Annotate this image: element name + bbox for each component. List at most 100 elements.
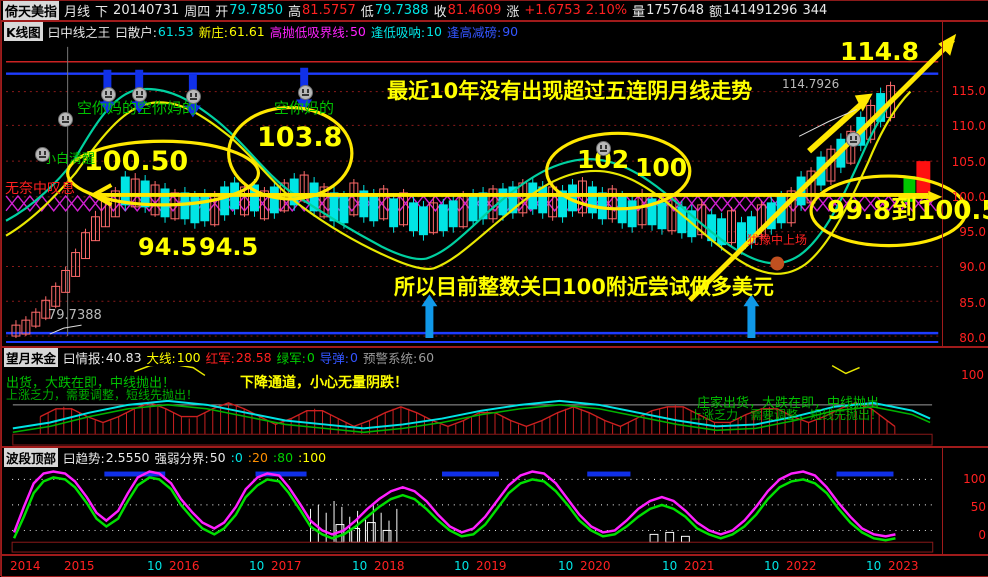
price-tick-90: 90.0 <box>959 260 986 274</box>
bot-item-1-label: 强弱分界: <box>154 450 209 466</box>
mid-indicator-panel[interactable]: 望月来金 曰情报: 40.83 大线: 100 红军: 28.58 绿军: 0 导弹: 0… <box>1 347 988 447</box>
bot-blue-markers <box>104 471 894 477</box>
footline-annotation: 所以目前整数关口100附近尝试做多美元 <box>394 275 774 299</box>
leader-line-low <box>49 324 82 335</box>
price-tick-100: 100.0 <box>951 190 986 204</box>
main-chart-panel[interactable]: K线图 曰中线之王 曰散户: 61.53 新庄: 61.61 高抛低吸界线: 50 逢… <box>1 21 988 347</box>
high-label: 高 <box>288 5 302 20</box>
bot-tick-50: 50 <box>970 500 986 514</box>
axis-year-2017: 2017 <box>271 559 302 573</box>
close-label: 收 <box>433 5 447 20</box>
mid-item-3-label: 绿军: <box>276 350 306 366</box>
mid-red-histogram <box>39 402 896 435</box>
mid-item-4-value: 0 <box>350 349 358 365</box>
yellow-peak-arrow <box>807 93 873 154</box>
low-label: 低 <box>360 5 374 20</box>
price-tick-115: 115.0 <box>951 84 986 98</box>
ellipse-102-100 <box>545 131 692 211</box>
axis-month-1: 10 <box>147 559 163 573</box>
smiley-icon-1 <box>58 112 73 127</box>
bot-gridlines <box>12 478 933 531</box>
leader-line-high <box>798 109 857 137</box>
sigh-left-annotation: 无奈中叹息 <box>5 181 75 197</box>
price-axis: 115.0 110.0 105.0 100.0 95.0 90.0 85.0 8… <box>942 22 988 346</box>
ellipse-103-8 <box>227 105 354 201</box>
mid-item-1-value: 100 <box>176 349 201 365</box>
amount-label: 额 <box>709 5 723 20</box>
open-value: 79.7850 <box>229 3 284 18</box>
axis-month-4: 10 <box>454 559 470 573</box>
change-label: 涨 <box>506 5 520 20</box>
main-item-1-label: 曰散户: <box>115 24 157 40</box>
mid-yellow-peak-2 <box>831 365 860 375</box>
current-red-bar <box>916 161 931 193</box>
headline-annotation: 最近10年没有出现超过五连阴月线走势 <box>387 79 753 103</box>
annotation-ellipses <box>66 105 968 248</box>
main-item-0-label: 曰中线之王 <box>47 24 111 40</box>
mid-item-5-label: 预警系统: <box>362 350 418 366</box>
axis-year-2021: 2021 <box>684 559 715 573</box>
symbol-name[interactable]: 倚天美指 <box>3 1 60 20</box>
price-tick-95: 95.0 <box>959 225 986 239</box>
bot-base-strip <box>11 541 934 553</box>
bot-tick-0: 0 <box>978 528 986 542</box>
bot-indicator-name[interactable]: 波段顶部 <box>4 448 59 467</box>
mid-item-4-label: 导弹: <box>319 350 350 366</box>
mid-item-5-value: 60 <box>418 349 435 365</box>
low-price-value: 79.7388 <box>48 308 102 323</box>
price-tick-80: 80.0 <box>959 331 986 345</box>
bot-indicator-panel[interactable]: 波段顶部 曰趋势: 2.5550 强弱分界: 50 :0 :20 :80 :100 <box>1 447 988 555</box>
bot-magenta-line <box>12 470 896 538</box>
axis-month-3: 10 <box>352 559 368 573</box>
quote-date: 20140731 <box>113 3 180 18</box>
mid-channel-annotation: 下降通道，小心无量阴跌！ <box>240 375 408 391</box>
mid-plot-canvas[interactable] <box>2 348 988 446</box>
axis-year-2015: 2015 <box>64 559 95 573</box>
taunt-annotation-2: 空你妈的 <box>274 99 335 117</box>
smiley-icon-8 <box>846 132 861 147</box>
main-indicator-name[interactable]: K线图 <box>4 22 43 41</box>
mid-indicator-name[interactable]: 望月来金 <box>4 348 59 367</box>
time-axis[interactable]: 2014 2015 10 2016 10 2017 10 2018 10 201… <box>1 555 988 577</box>
ellipse-99-8 <box>809 174 968 248</box>
bot-plot-canvas[interactable] <box>2 448 988 554</box>
mid-item-2-label: 红军: <box>205 350 235 366</box>
smiley-icon-5 <box>186 89 201 104</box>
mid-indicator-header: 望月来金 曰情报: 40.83 大线: 100 红军: 28.58 绿军: 0 导弹: 0… <box>2 348 435 367</box>
mid-item-0-value: 40.83 <box>105 349 142 365</box>
bot-item-0-value: 2.5550 <box>105 449 150 465</box>
amount-value: 141491296 <box>723 3 798 18</box>
open-label: 开 <box>215 5 229 20</box>
price-tick-85: 85.0 <box>959 296 986 310</box>
main-item-2-value: 61.61 <box>228 23 265 39</box>
axis-month-7: 10 <box>764 559 780 573</box>
direction-label: 下 <box>95 5 109 20</box>
bot-green-line <box>12 476 896 542</box>
price-tick-105: 105.0 <box>951 155 986 169</box>
mid-sell-right-annotation-2: 上涨乏力，需要调整，短线先抛出！ <box>690 408 883 422</box>
smiley-icon-7 <box>596 141 611 156</box>
axis-year-2014: 2014 <box>10 559 41 573</box>
ma-yellow-line <box>5 90 912 275</box>
smiley-icon-3 <box>101 87 116 102</box>
axis-year-2022: 2022 <box>786 559 817 573</box>
awake-annotation: 小白清醒 <box>43 152 96 167</box>
peak-price-label: 114.8 <box>840 37 920 66</box>
main-item-5-value: 90 <box>502 23 519 39</box>
volume-value: 1757648 <box>646 3 704 18</box>
bot-item-3-label: :20 <box>247 449 268 465</box>
signal-arrows-up <box>421 294 760 339</box>
change-percent: 2.10% <box>585 3 628 18</box>
quote-bar: 倚天美指 月线 下 20140731 周四 开 79.7850 高 81.5757 … <box>1 1 988 21</box>
axis-year-2019: 2019 <box>476 559 507 573</box>
mid-green-line <box>12 404 931 434</box>
close-value: 81.4609 <box>447 3 502 18</box>
volume-label: 量 <box>632 5 646 20</box>
taunt-annotation-1: 空你妈的空你妈的 <box>77 99 198 117</box>
smiley-icon-4 <box>132 87 147 102</box>
mid-sell-right-annotation: 庄家出货，大跌在即，中线抛出 <box>697 396 880 411</box>
bot-item-1-value: 50 <box>209 449 226 465</box>
period-label[interactable]: 月线 <box>64 5 91 20</box>
change-value: +1.6753 <box>524 3 581 18</box>
